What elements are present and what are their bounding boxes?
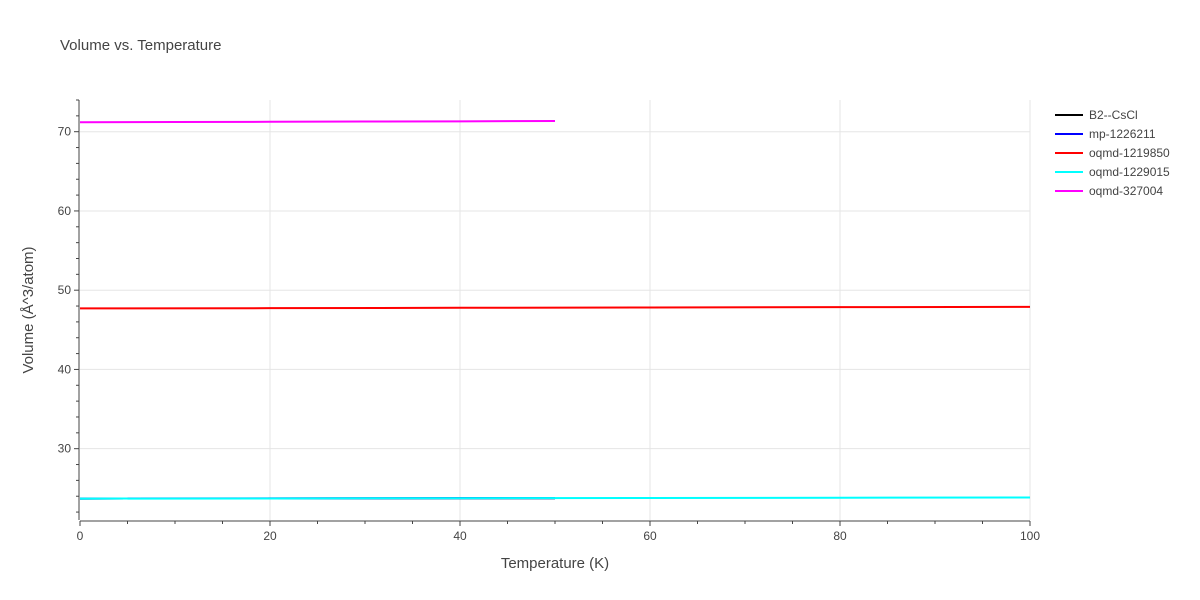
- legend[interactable]: B2--CsCl mp-1226211 oqmd-1219850 oqmd-12290…: [1055, 108, 1170, 198]
- y-tick-label: 60: [58, 204, 72, 218]
- y-tick-label: 50: [58, 283, 72, 297]
- legend-item[interactable]: oqmd-1219850: [1055, 146, 1170, 160]
- x-axis-title: Temperature (K): [501, 555, 609, 572]
- x-tick-label: 20: [263, 529, 277, 543]
- y-tick-label: 40: [58, 362, 72, 376]
- x-tick-label: 100: [1020, 529, 1040, 543]
- y-tick-label: 30: [58, 442, 72, 456]
- legend-item[interactable]: B2--CsCl: [1055, 108, 1138, 122]
- legend-item[interactable]: oqmd-1229015: [1055, 165, 1170, 179]
- axes-layer: 0 20 40 60 80 100 30 40 50 60 70: [58, 99, 1040, 543]
- grid-layer: [80, 100, 1031, 520]
- legend-label: mp-1226211: [1089, 127, 1156, 141]
- y-tick-label: 70: [58, 125, 72, 139]
- series-layer: [79, 120, 1031, 500]
- legend-label: B2--CsCl: [1089, 108, 1138, 122]
- chart-title: Volume vs. Temperature: [60, 37, 221, 54]
- legend-label: oqmd-1229015: [1089, 165, 1170, 179]
- legend-label: oqmd-1219850: [1089, 146, 1170, 160]
- x-tick-label: 80: [833, 529, 847, 543]
- series-line-oqmd-327004: [79, 120, 556, 124]
- legend-item[interactable]: oqmd-327004: [1055, 184, 1163, 198]
- x-tick-label: 60: [643, 529, 657, 543]
- y-axis-title: Volume (Å^3/atom): [20, 246, 37, 373]
- x-tick-label: 40: [453, 529, 467, 543]
- legend-label: oqmd-327004: [1089, 184, 1163, 198]
- x-tick-label: 0: [77, 529, 84, 543]
- series-line-oqmd-1229015: [79, 496, 1031, 500]
- series-line-oqmd-1219850: [79, 305, 1031, 310]
- legend-item[interactable]: mp-1226211: [1055, 127, 1156, 141]
